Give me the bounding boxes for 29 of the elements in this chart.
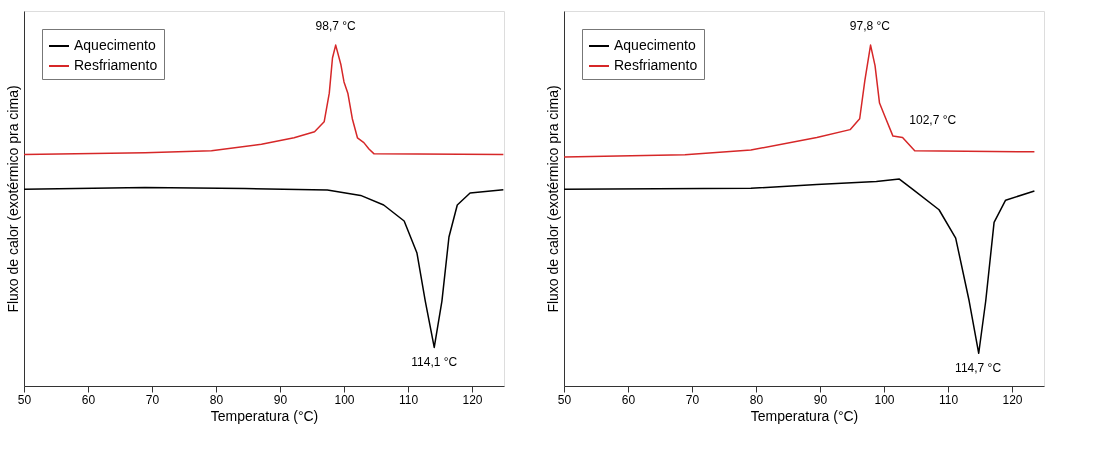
x-axis-title: Temperatura (°C) — [750, 407, 859, 424]
x-tick-label: 90 — [273, 392, 288, 407]
x-tick-label: 50 — [17, 392, 32, 407]
annotation: 97,8 °C — [849, 19, 891, 34]
annotation: 114,1 °C — [411, 355, 458, 370]
x-tick-label: 110 — [398, 392, 419, 407]
legend-label: Aquecimento — [614, 37, 696, 53]
y-axis-title: Fluxo de calor (exotérmico pra cima) — [544, 85, 561, 313]
x-tick-label: 50 — [557, 392, 572, 407]
x-tick-label: 90 — [813, 392, 828, 407]
legend-label: Resfriamento — [614, 57, 698, 73]
annotation: 98,7 °C — [315, 19, 357, 34]
y-axis-title: Fluxo de calor (exotérmico pra cima) — [4, 85, 21, 313]
legend-label: Aquecimento — [74, 37, 156, 53]
x-tick-label: 70 — [685, 392, 700, 407]
x-tick-label: 110 — [938, 392, 959, 407]
x-tick-label: 80 — [209, 392, 224, 407]
x-tick-label: 120 — [1002, 392, 1023, 407]
x-tick-label: 60 — [621, 392, 636, 407]
x-axis-title: Temperatura (°C) — [210, 407, 319, 424]
x-tick-label: 60 — [81, 392, 96, 407]
annotation: 102,7 °C — [909, 113, 957, 128]
annotation: 114,7 °C — [955, 361, 1002, 376]
x-tick-label: 70 — [145, 392, 160, 407]
x-tick-label: 80 — [749, 392, 764, 407]
x-tick-label: 120 — [462, 392, 483, 407]
x-tick-label: 100 — [334, 392, 355, 407]
legend-label: Resfriamento — [74, 57, 158, 73]
x-tick-label: 100 — [874, 392, 895, 407]
